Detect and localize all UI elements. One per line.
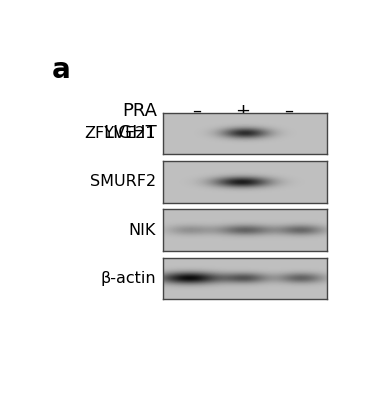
Text: –: – — [192, 102, 201, 120]
Text: +: + — [235, 102, 250, 120]
Text: NIK: NIK — [128, 223, 156, 238]
Text: +: + — [281, 124, 296, 142]
Text: PRA: PRA — [122, 102, 157, 120]
Text: –: – — [192, 124, 201, 142]
Text: a: a — [51, 56, 70, 84]
Text: SMURF2: SMURF2 — [90, 174, 156, 189]
Text: LIGHT: LIGHT — [104, 124, 157, 142]
Text: –: – — [238, 124, 247, 142]
Text: ZFYVE21: ZFYVE21 — [84, 126, 156, 141]
Text: β-actin: β-actin — [100, 271, 156, 286]
Text: –: – — [284, 102, 293, 120]
